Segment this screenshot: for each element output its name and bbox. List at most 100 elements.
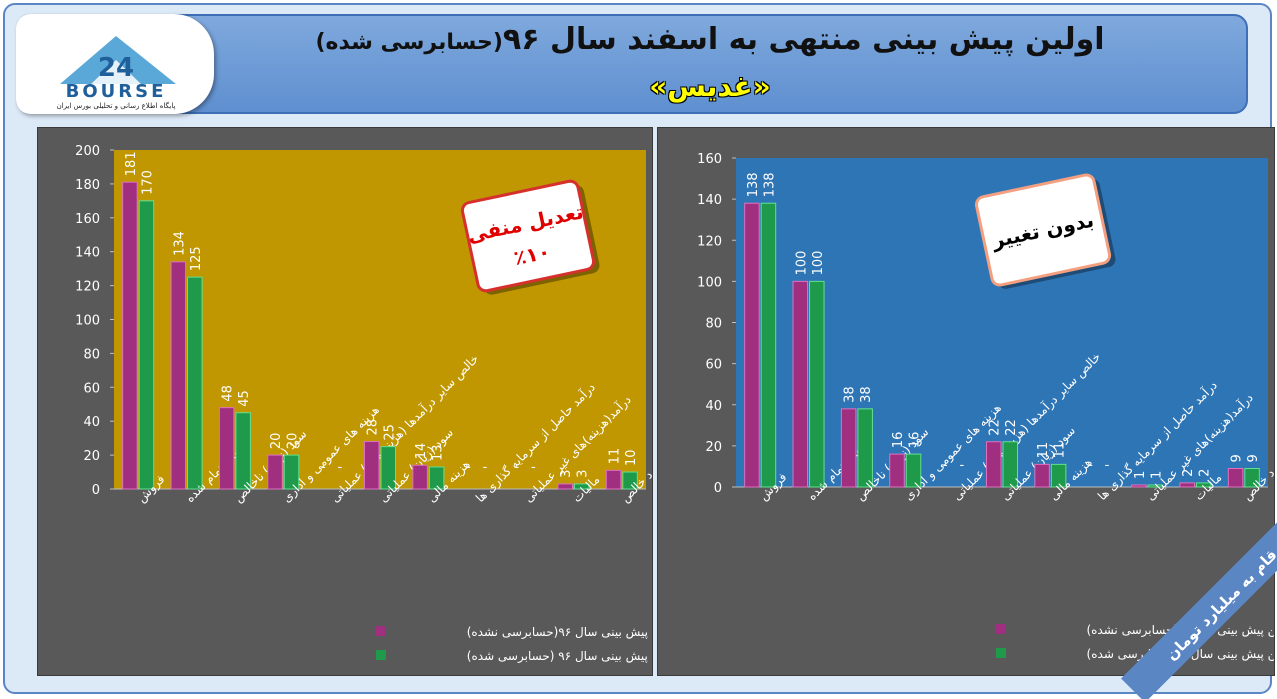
bar-series-2 xyxy=(283,454,300,490)
data-label-missing: - xyxy=(483,460,488,475)
y-tick-label: 80 xyxy=(83,347,100,362)
data-label: 138 xyxy=(762,172,777,197)
bar-series-2 xyxy=(1050,463,1067,488)
y-tick-label: 60 xyxy=(705,358,722,373)
bar-series-1 xyxy=(1179,482,1195,488)
logo-wordmark: BOURSE xyxy=(66,81,167,102)
logo-tagline: پایگاه اطلاع رسانی و تحلیلی بورس ایران xyxy=(57,101,176,110)
callout-box: تعدیل منفی٪۱۰ xyxy=(460,179,600,295)
y-tick-label: 100 xyxy=(697,275,722,290)
data-label-missing: - xyxy=(943,458,948,473)
data-label: 1 xyxy=(1149,471,1164,479)
data-label: 100 xyxy=(794,251,809,276)
bar-series-2 xyxy=(138,200,155,490)
legend-entry: اولین پیش بینی سال ۹۶(حسابرسی نشده) xyxy=(467,625,652,640)
data-label: 11 xyxy=(1053,442,1068,459)
data-label: 181 xyxy=(124,151,139,176)
bar-series-1 xyxy=(605,469,622,490)
data-label: 20 xyxy=(286,433,301,450)
data-label: 138 xyxy=(746,172,761,197)
y-tick-label: 120 xyxy=(75,280,100,295)
bar-series-1 xyxy=(1131,484,1147,488)
data-label: 2 xyxy=(1198,469,1213,477)
data-label: 38 xyxy=(843,386,858,403)
bar-series-1 xyxy=(267,454,283,490)
legend-entry: اولین پیش بینی سال ۹۶ (حسابرسی شده) xyxy=(467,649,652,664)
bar-series-2 xyxy=(1002,441,1019,488)
bar-series-2 xyxy=(1244,467,1260,488)
logo-peak-icon xyxy=(91,60,141,84)
y-tick-label: 120 xyxy=(697,234,722,249)
company-name: «غدیس» xyxy=(649,70,771,103)
legend-swatch xyxy=(376,650,386,660)
callout-frame xyxy=(974,173,1112,287)
data-label: 1 xyxy=(1133,471,1148,479)
units-ribbon: ارقام به میلیارد تومان xyxy=(1121,494,1277,699)
bar-series-1 xyxy=(122,181,138,490)
data-label-missing: - xyxy=(1105,458,1110,473)
y-tick-label: 0 xyxy=(92,483,100,498)
data-label-missing: - xyxy=(321,460,326,475)
bar-series-1 xyxy=(363,441,380,490)
bar-series-2 xyxy=(857,408,873,488)
data-label: 3 xyxy=(559,470,574,478)
y-tick-label: 160 xyxy=(697,152,722,167)
y-tick-label: 140 xyxy=(697,193,722,208)
data-label: 22 xyxy=(1004,419,1019,436)
data-label: 9 xyxy=(1230,454,1245,462)
bar-series-2 xyxy=(187,276,203,490)
bar-series-1 xyxy=(792,280,809,488)
data-label: 11 xyxy=(1036,442,1051,459)
bar-series-2 xyxy=(809,280,825,488)
page-title: اولین پیش بینی منتهی به اسفند سال ۹۶(حسا… xyxy=(260,22,1160,57)
bar-series-1 xyxy=(557,483,573,490)
data-label-missing: - xyxy=(960,458,965,473)
data-label: 14 xyxy=(414,443,429,460)
data-label: 10 xyxy=(624,450,639,467)
bar-series-2 xyxy=(380,446,397,490)
y-tick-label: 0 xyxy=(714,481,722,496)
data-label-missing: - xyxy=(514,460,519,475)
bar-series-1 xyxy=(744,202,760,488)
data-label-missing: - xyxy=(1088,458,1093,473)
bar-series-2 xyxy=(1195,482,1212,488)
data-label: 170 xyxy=(140,170,155,195)
title-suffix: (حسابرسی شده) xyxy=(315,30,503,55)
bar-series-2 xyxy=(573,483,590,490)
data-label: 11 xyxy=(608,448,623,465)
logo-graphic: 24 BOURSE پایگاه اطلاع رسانی و تحلیلی بو… xyxy=(57,36,176,110)
bar-series-1 xyxy=(1227,467,1244,488)
bar-series-2 xyxy=(428,466,445,490)
y-tick-label: 100 xyxy=(75,314,100,329)
data-label: 45 xyxy=(237,390,252,407)
data-label: 28 xyxy=(366,419,381,436)
data-label: 125 xyxy=(189,246,204,271)
y-tick-label: 40 xyxy=(83,415,100,430)
legend-swatch xyxy=(996,624,1006,634)
chart-panel-first-forecast: 0 20 40 60 80 100 120 140 160 180 200 181 170 فروش 134… xyxy=(37,127,677,676)
data-label: 13 xyxy=(431,444,446,461)
chart-panel-last-forecast: 0 20 40 60 80 100 120 140 160 138 138 فروش 100 100 بها… xyxy=(657,127,1277,676)
bar-series-1 xyxy=(889,453,905,488)
y-tick-label: 200 xyxy=(75,144,100,159)
bar-series-2 xyxy=(760,202,777,488)
data-label-missing: - xyxy=(466,460,471,475)
y-tick-label: 140 xyxy=(75,246,100,261)
data-label: 100 xyxy=(811,251,826,276)
y-tick-label: 80 xyxy=(705,317,722,332)
data-label-missing: - xyxy=(338,460,343,475)
callout-box: بدون تغییر xyxy=(974,173,1116,289)
bar-series-2 xyxy=(235,412,251,490)
data-label: 9 xyxy=(1246,454,1261,462)
data-label: 48 xyxy=(221,385,236,402)
title-text: اولین پیش بینی منتهی به اسفند سال ۹۶ xyxy=(502,22,1105,57)
data-label: 16 xyxy=(891,432,906,449)
bar-series-1 xyxy=(170,261,187,490)
data-label: 20 xyxy=(269,433,284,450)
data-label: 2 xyxy=(1181,469,1196,477)
bar-series-1 xyxy=(985,441,1002,488)
data-label: 22 xyxy=(988,419,1003,436)
bar-series-2 xyxy=(905,453,922,488)
